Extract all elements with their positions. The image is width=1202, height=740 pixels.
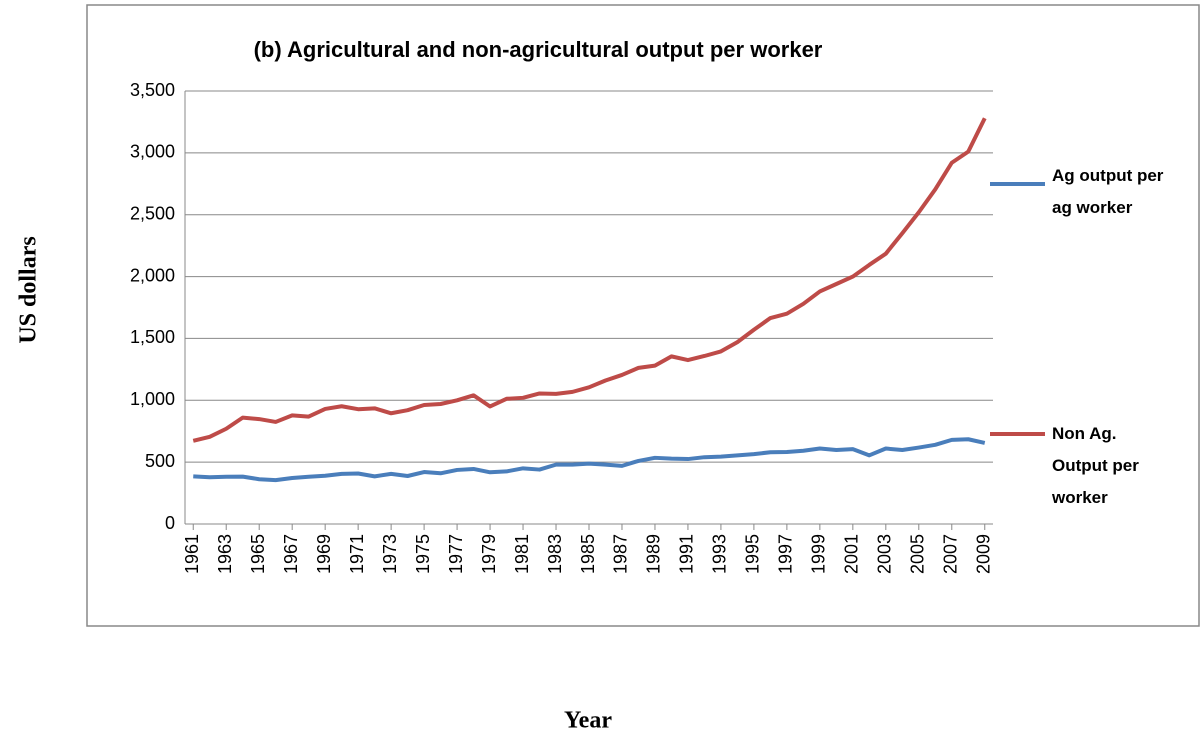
x-tick-label: 2003 (875, 534, 895, 574)
x-tick-label: 1965 (248, 534, 268, 574)
x-tick-label: 1989 (644, 534, 664, 574)
y-axis-title: US dollars (16, 236, 42, 343)
legend-label: Non Ag. Output per worker (1052, 424, 1139, 507)
x-tick-label: 1983 (545, 534, 565, 574)
y-tick-label: 3,000 (130, 142, 175, 162)
x-tick-label: 2001 (842, 534, 862, 574)
y-tick-label: 2,000 (130, 265, 175, 285)
chart-frame (86, 4, 1200, 627)
y-tick-label: 0 (165, 513, 175, 533)
x-tick-label: 1967 (281, 534, 301, 574)
y-tick-label: 2,500 (130, 203, 175, 223)
x-tick-label: 2007 (941, 534, 961, 574)
y-tick-label: 500 (145, 451, 175, 471)
x-tick-label: 2009 (974, 534, 994, 574)
x-tick-label: 1979 (479, 534, 499, 574)
x-tick-label: 1971 (347, 534, 367, 574)
x-tick-label: 1997 (776, 534, 796, 574)
x-tick-label: 1987 (611, 534, 631, 574)
x-tick-label: 2005 (908, 534, 928, 574)
x-tick-label: 1993 (710, 534, 730, 574)
x-tick-label: 1999 (809, 534, 829, 574)
series-line (193, 437, 986, 483)
x-tick-label: 1975 (413, 534, 433, 574)
x-tick-label: 1969 (314, 534, 334, 574)
chart-title: (b) Agricultural and non-agricultural ou… (254, 37, 823, 62)
x-axis-title: Year (564, 708, 612, 734)
x-tick-label: 1961 (182, 534, 202, 574)
series-line (192, 117, 987, 443)
y-tick-label: 1,500 (130, 327, 175, 347)
x-tick-label: 1995 (743, 534, 763, 574)
legend-label: Ag output per ag worker (1052, 166, 1164, 217)
x-tick-label: 1985 (578, 534, 598, 574)
y-tick-label: 1,000 (130, 389, 175, 409)
x-tick-label: 1977 (446, 534, 466, 574)
y-tick-label: 3,500 (130, 80, 175, 100)
x-tick-label: 1963 (215, 534, 235, 574)
x-tick-label: 1981 (512, 534, 532, 574)
x-tick-label: 1991 (677, 534, 697, 574)
x-tick-label: 1973 (380, 534, 400, 574)
